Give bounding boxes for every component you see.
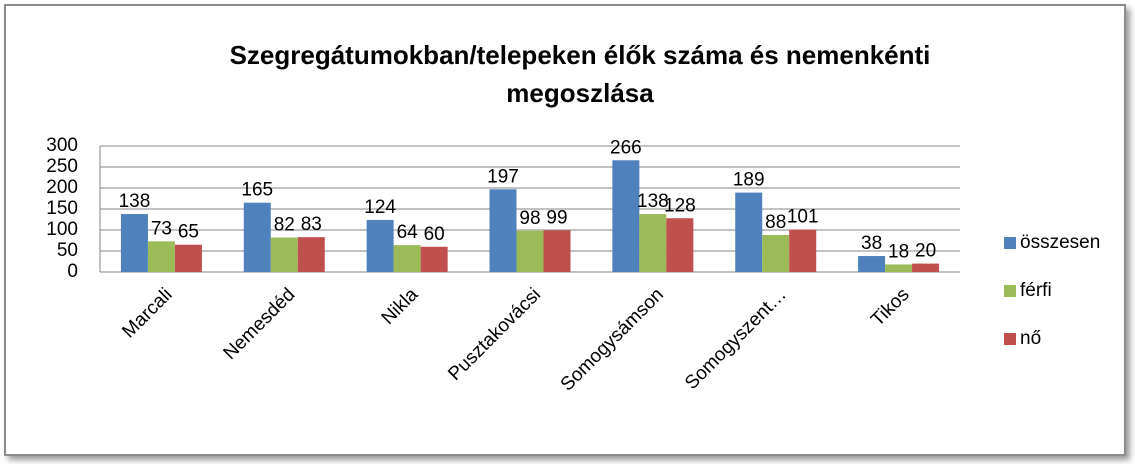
- bar: [120, 214, 148, 272]
- bar: [735, 192, 763, 272]
- x-tick-label: Nikla: [378, 284, 423, 329]
- legend-label: férfi: [1020, 280, 1052, 301]
- value-label: 18: [888, 241, 909, 262]
- bar: [612, 160, 640, 272]
- bar: [639, 214, 667, 272]
- bar: [174, 244, 202, 272]
- bar: [666, 218, 694, 272]
- y-tick-label: 300: [46, 135, 78, 156]
- bar: [489, 189, 517, 272]
- value-label: 88: [765, 212, 786, 233]
- value-label: 266: [610, 137, 642, 158]
- value-label: 38: [861, 233, 882, 254]
- bar: [762, 235, 790, 272]
- bar: [858, 256, 886, 272]
- value-label: 189: [733, 170, 765, 191]
- value-label: 138: [119, 191, 151, 212]
- x-tick-label: Somogyszent…: [681, 284, 791, 394]
- x-tick-label: Pusztakovácsi: [444, 284, 545, 385]
- value-label: 101: [787, 207, 819, 228]
- bar: [885, 264, 913, 272]
- y-tick-label: 100: [46, 219, 78, 240]
- bar: [366, 219, 394, 272]
- value-label: 64: [397, 222, 419, 243]
- value-label: 138: [637, 191, 669, 212]
- legend-swatch: [1004, 237, 1016, 249]
- y-tick-label: 250: [46, 156, 78, 177]
- value-label: 128: [664, 195, 696, 216]
- x-tick-label: Nemesdéd: [220, 284, 300, 364]
- value-label: 99: [546, 207, 567, 228]
- bar: [516, 230, 544, 272]
- value-label: 98: [519, 208, 540, 229]
- value-label: 82: [274, 215, 295, 236]
- value-label: 60: [424, 224, 445, 245]
- x-tick-label: Somogysámson: [557, 284, 668, 395]
- value-label: 124: [364, 197, 396, 218]
- x-tick-label: Marcali: [118, 284, 176, 342]
- bar: [243, 202, 271, 272]
- value-label: 165: [241, 180, 273, 201]
- legend-label: összesen: [1020, 232, 1100, 253]
- value-label: 20: [915, 241, 936, 262]
- bar: [543, 230, 571, 272]
- legend-label: nő: [1020, 328, 1041, 349]
- bar: [270, 237, 298, 272]
- x-tick-label: Tikos: [867, 284, 913, 330]
- legend-swatch: [1004, 285, 1016, 297]
- legend-swatch: [1004, 333, 1016, 345]
- y-tick-label: 200: [46, 177, 78, 198]
- value-label: 83: [301, 214, 322, 235]
- y-tick-label: 50: [57, 240, 78, 261]
- value-label: 65: [178, 222, 199, 243]
- bar: [789, 229, 817, 272]
- bar: [912, 263, 940, 272]
- value-label: 73: [151, 218, 172, 239]
- bar: [297, 237, 325, 272]
- value-label: 197: [487, 166, 519, 187]
- bar: [393, 245, 421, 272]
- y-tick-label: 150: [46, 198, 78, 219]
- y-tick-label: 0: [67, 261, 78, 282]
- bar: [420, 246, 448, 272]
- chart-title: Szegregátumokban/telepeken élők száma és…: [229, 40, 931, 108]
- bar: [147, 241, 175, 272]
